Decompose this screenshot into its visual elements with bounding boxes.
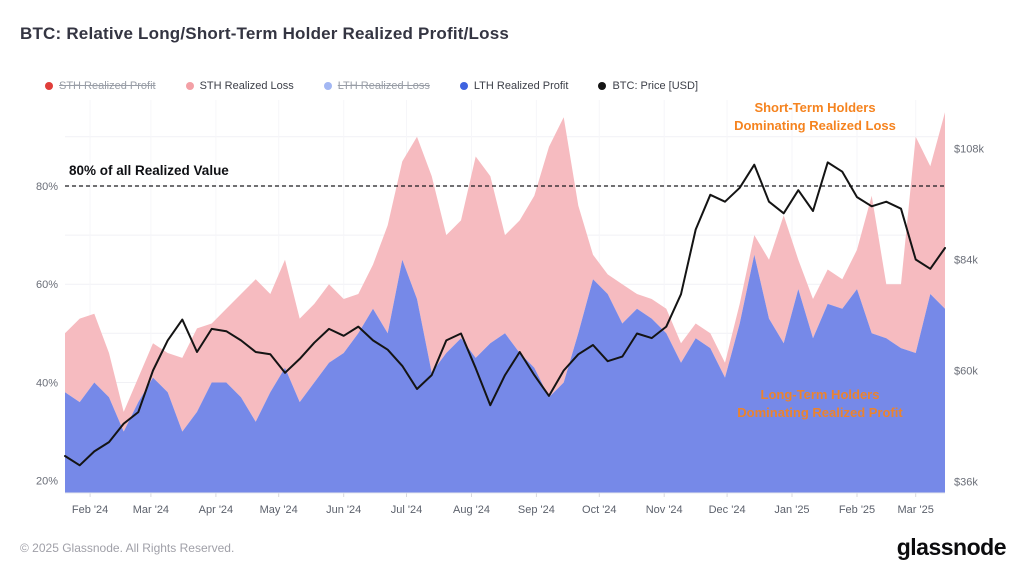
copyright-text: © 2025 Glassnode. All Rights Reserved. — [20, 541, 235, 555]
legend-label: LTH Realized Loss — [337, 80, 430, 92]
x-axis-label: Nov '24 — [646, 504, 683, 516]
legend-dot-icon — [598, 82, 607, 90]
y-axis-label-right: $60k — [954, 366, 978, 378]
x-axis-label: Feb '24 — [72, 504, 108, 516]
y-axis-label-right: $108k — [954, 144, 984, 156]
x-axis-label: Apr '24 — [199, 504, 234, 516]
legend-dot-icon — [45, 82, 53, 90]
lth-dominating-annotation: Long-Term Holders Dominating Realized Pr… — [700, 386, 940, 422]
annotation-line: Dominating Realized Profit — [737, 405, 903, 420]
annotation-line: Dominating Realized Loss — [734, 118, 896, 133]
x-axis-label: Dec '24 — [709, 504, 746, 516]
page-title: BTC: Relative Long/Short-Term Holder Rea… — [20, 24, 510, 43]
glassnode-logo[interactable]: glassnode — [896, 534, 1007, 560]
x-axis-label: Mar '25 — [898, 504, 934, 516]
legend-dot-icon — [459, 82, 468, 90]
legend-item-btc-price[interactable]: BTC: Price [USD] — [598, 80, 698, 92]
x-axis-label: Oct '24 — [582, 504, 617, 516]
x-axis-label: Mar '24 — [133, 504, 169, 516]
btc-price-line — [64, 161, 946, 467]
legend-item-lth-realized-profit[interactable]: LTH Realized Profit — [459, 80, 569, 92]
y-axis-label-left: 80% — [36, 181, 58, 193]
annotation-line: Short-Term Holders — [754, 100, 876, 115]
legend-label: STH Realized Loss — [199, 80, 294, 92]
y-axis-label-right: $36k — [954, 476, 978, 488]
sth-realized-loss-area — [65, 112, 945, 432]
threshold-annotation: 80% of all Realized Value — [69, 163, 229, 178]
legend-item-sth-realized-profit[interactable]: STH Realized Profit — [45, 80, 156, 92]
legend-label: LTH Realized Profit — [473, 80, 569, 92]
sth-dominating-annotation: Short-Term Holders Dominating Realized L… — [700, 99, 930, 135]
chart-legend: STH Realized Profit STH Realized Loss LT… — [45, 80, 698, 92]
x-axis-label: Sep '24 — [518, 504, 555, 516]
x-axis-label: Jul '24 — [391, 504, 422, 516]
x-axis-label: Feb '25 — [839, 504, 875, 516]
legend-label: STH Realized Profit — [59, 80, 156, 92]
legend-dot-icon — [323, 82, 332, 90]
y-axis-label-left: 40% — [36, 378, 58, 390]
x-axis-label: Aug '24 — [453, 504, 490, 516]
y-axis-label-left: 60% — [36, 279, 58, 291]
x-axis-label: Jan '25 — [774, 504, 809, 516]
annotation-line: Long-Term Holders — [760, 387, 880, 402]
legend-item-lth-realized-loss[interactable]: LTH Realized Loss — [323, 80, 430, 92]
legend-item-sth-realized-loss[interactable]: STH Realized Loss — [185, 80, 294, 92]
legend-label: BTC: Price [USD] — [612, 80, 699, 92]
y-axis-label-right: $84k — [954, 255, 978, 267]
x-axis-label: Jun '24 — [326, 504, 361, 516]
legend-dot-icon — [185, 82, 194, 90]
x-axis-label: May '24 — [260, 504, 298, 516]
y-axis-label-left: 20% — [36, 476, 58, 488]
